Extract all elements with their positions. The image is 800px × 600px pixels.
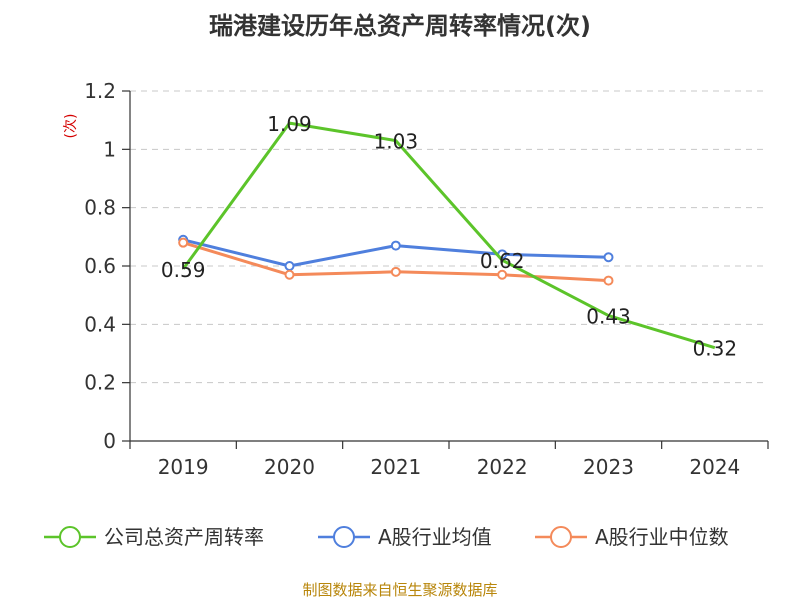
source-note: 制图数据来自恒生聚源数据库 [302,581,497,599]
y-tick-label: 0.4 [84,312,116,336]
y-tick-label: 0.6 [84,254,116,278]
x-tick-label: 2020 [264,455,315,479]
legend-swatch-marker [333,526,355,548]
data-point [603,275,614,286]
series-layer [178,121,716,350]
x-tick-label: 2019 [158,455,209,479]
data-point [390,240,401,251]
axes: 0 0.2 0.4 0.6 0.8 1 1.2 2019 2020 2021 2022 2023 202… [84,79,769,479]
x-tick-label: 2021 [370,455,421,479]
data-point [284,261,295,271]
data-label: 1.03 [374,130,419,154]
data-label: 0.62 [480,249,525,273]
data-label: 1.09 [267,112,312,136]
data-label: 0.32 [693,337,738,361]
y-axis-unit-label: (次) [63,114,79,139]
legend-label: A股行业中位数 [595,525,729,549]
grid-lines [130,90,768,384]
legend-swatch-marker [550,526,572,548]
y-tick-label: 0 [103,429,116,453]
y-tick-label: 1 [103,137,116,161]
data-label: 0.43 [586,305,631,329]
data-label: 0.59 [161,258,206,282]
data-point [497,269,508,280]
data-point [603,252,614,263]
legend-item: A股行业中位数 [535,525,729,549]
x-tick-label: 2022 [477,455,528,479]
x-tick-label: 2023 [583,455,634,479]
chart-title: 瑞港建设历年总资产周转率情况(次) [209,12,591,40]
legend-swatch-marker [59,526,81,548]
series-line [181,121,716,350]
legend-label: A股行业均值 [378,525,492,549]
legend-label: 公司总资产周转率 [104,525,264,549]
y-tick-label: 0.2 [84,371,116,395]
legend-item: A股行业均值 [318,525,492,549]
y-tick-label: 1.2 [84,79,116,103]
data-point [390,266,401,277]
x-tick-label: 2024 [689,455,740,479]
data-point [178,237,189,248]
data-labels: 0.59 1.09 1.03 0.62 0.43 0.32 [161,112,737,361]
legend: 公司总资产周转率 A股行业均值 A股行业中位数 [44,525,729,549]
y-tick-label: 0.8 [84,196,116,220]
legend-item: 公司总资产周转率 [44,525,264,549]
data-point [284,269,295,280]
